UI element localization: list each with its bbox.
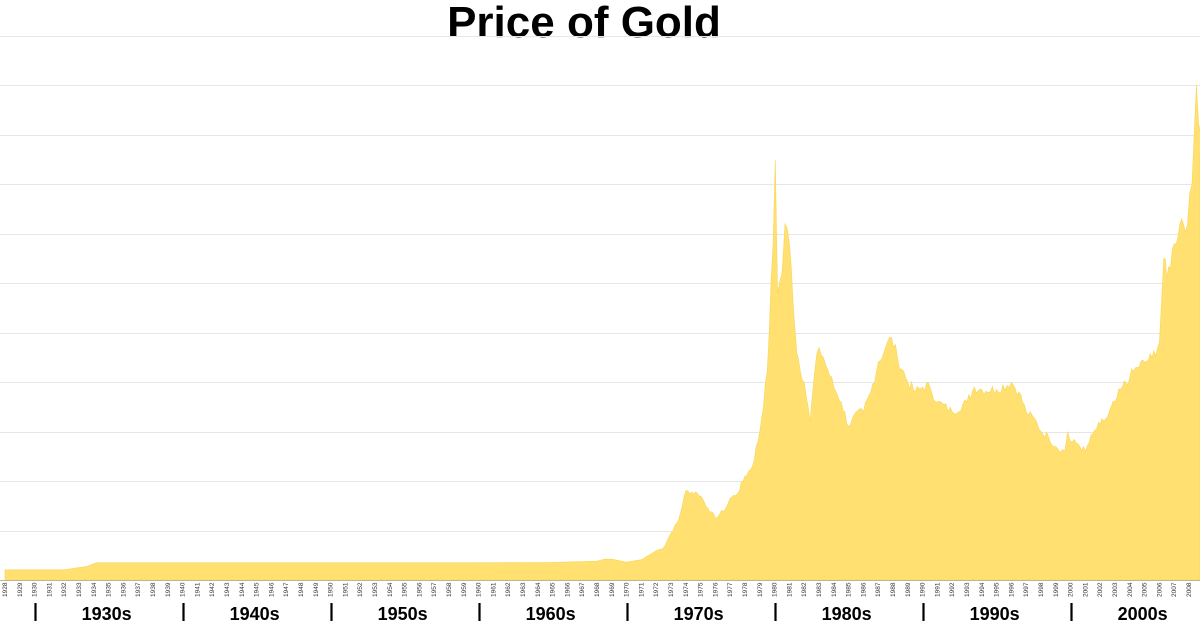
year-tick-label: 1981: [786, 582, 793, 597]
decade-label: 1970s: [674, 604, 724, 624]
year-tick-label: 1934: [91, 582, 98, 597]
year-tick-label: 1940: [180, 582, 187, 597]
year-tick-label: 1979: [757, 582, 764, 597]
decade-label: 1930s: [82, 604, 132, 624]
year-tick-label: 1935: [106, 582, 113, 597]
year-tick-label: 1997: [1023, 582, 1030, 597]
year-tick-label: 1932: [61, 582, 68, 597]
year-tick-label: 1965: [550, 582, 557, 597]
year-tick-label: 2005: [1142, 582, 1149, 597]
decade-labels: 1930s 1940s 1950s 1960s 1970s 1980s 1990s 2000s: [34, 603, 1168, 624]
decade-label: 1960s: [526, 604, 576, 624]
year-tick-label: 1982: [801, 582, 808, 597]
year-tick-label: 1978: [742, 582, 749, 597]
year-tick-label: 1971: [638, 582, 645, 597]
year-tick-label: 2008: [1186, 582, 1193, 597]
year-tick-label: 1985: [846, 582, 853, 597]
decade-label: 1990s: [970, 604, 1020, 624]
year-tick-label: 1987: [875, 582, 882, 597]
year-tick-label: 2000: [1068, 582, 1075, 597]
year-tick-label: 2003: [1112, 582, 1119, 597]
year-tick-label: 1953: [372, 582, 379, 597]
year-tick-label: 1946: [268, 582, 275, 597]
year-tick-label: 2002: [1097, 582, 1104, 597]
year-tick-label: 1967: [579, 582, 586, 597]
year-tick-label: 1974: [683, 582, 690, 597]
year-tick-label: 1941: [194, 582, 201, 597]
year-tick-label: 1972: [653, 582, 660, 597]
year-tick-label: 1992: [949, 582, 956, 597]
decade-label: 1940s: [230, 604, 280, 624]
year-tick-label: 1933: [76, 582, 83, 597]
year-tick-label: 1939: [165, 582, 172, 597]
year-tick-label: 1983: [816, 582, 823, 597]
year-tick-label: 1959: [461, 582, 468, 597]
year-tick-label: 1998: [1038, 582, 1045, 597]
decade-label: 2000s: [1118, 604, 1168, 624]
year-tick-label: 1936: [120, 582, 127, 597]
year-tick-label: 1928: [2, 582, 9, 597]
year-tick-label: 1945: [254, 582, 261, 597]
year-tick-label: 1961: [490, 582, 497, 597]
gold-price-area: [4, 85, 1200, 581]
year-tick-label: 1957: [431, 582, 438, 597]
year-tick-label: 1952: [357, 582, 364, 597]
year-tick-label: 1990: [920, 582, 927, 597]
year-tick-label: 1973: [668, 582, 675, 597]
year-tick-label: 1955: [402, 582, 409, 597]
year-tick-label: 1958: [446, 582, 453, 597]
year-tick-label: 1975: [698, 582, 705, 597]
year-tick-label: 1962: [505, 582, 512, 597]
year-tick-label: 1989: [905, 582, 912, 597]
year-tick-label: 2001: [1082, 582, 1089, 597]
year-tick-label: 2007: [1171, 582, 1178, 597]
year-tick-label: 1991: [934, 582, 941, 597]
year-tick-label: 1968: [594, 582, 601, 597]
year-tick-label: 1950: [328, 582, 335, 597]
year-tick-label: 1996: [1008, 582, 1015, 597]
year-tick-label: 1944: [239, 582, 246, 597]
year-tick-label: 1964: [535, 582, 542, 597]
year-tick-label: 1969: [609, 582, 616, 597]
year-tick-label: 1993: [964, 582, 971, 597]
year-tick-label: 1994: [979, 582, 986, 597]
year-tick-label: 1960: [476, 582, 483, 597]
year-tick-label: 1966: [564, 582, 571, 597]
year-tick-label: 1984: [831, 582, 838, 597]
year-tick-label: 1938: [150, 582, 157, 597]
year-tick-label: 1931: [46, 582, 53, 597]
year-tick-label: 1930: [32, 582, 39, 597]
year-tick-label: 1947: [283, 582, 290, 597]
year-tick-label: 1988: [890, 582, 897, 597]
year-tick-label: 1942: [209, 582, 216, 597]
year-tick-label: 1929: [17, 582, 24, 597]
year-tick-labels: 1928 1929 1930 1931 1932 1933 1934 1935 1936 1937…: [2, 582, 1193, 597]
year-tick-label: 1999: [1053, 582, 1060, 597]
year-tick-label: 1976: [712, 582, 719, 597]
year-tick-label: 1949: [313, 582, 320, 597]
year-tick-label: 1980: [772, 582, 779, 597]
year-tick-label: 2006: [1156, 582, 1163, 597]
year-tick-label: 1937: [135, 582, 142, 597]
gridlines: [0, 36, 1200, 532]
chart-title: Price of Gold: [447, 0, 721, 47]
year-tick-label: 1986: [860, 582, 867, 597]
year-tick-label: 1948: [298, 582, 305, 597]
decade-label: 1950s: [378, 604, 428, 624]
year-tick-label: 2004: [1127, 582, 1134, 597]
year-tick-label: 1951: [342, 582, 349, 597]
year-tick-label: 1954: [387, 582, 394, 597]
year-tick-label: 1970: [624, 582, 631, 597]
year-tick-label: 1977: [727, 582, 734, 597]
year-tick-label: 1943: [224, 582, 231, 597]
year-tick-label: 1995: [994, 582, 1001, 597]
decade-label: 1980s: [822, 604, 872, 624]
year-tick-label: 1956: [416, 582, 423, 597]
year-tick-label: 1963: [520, 582, 527, 597]
